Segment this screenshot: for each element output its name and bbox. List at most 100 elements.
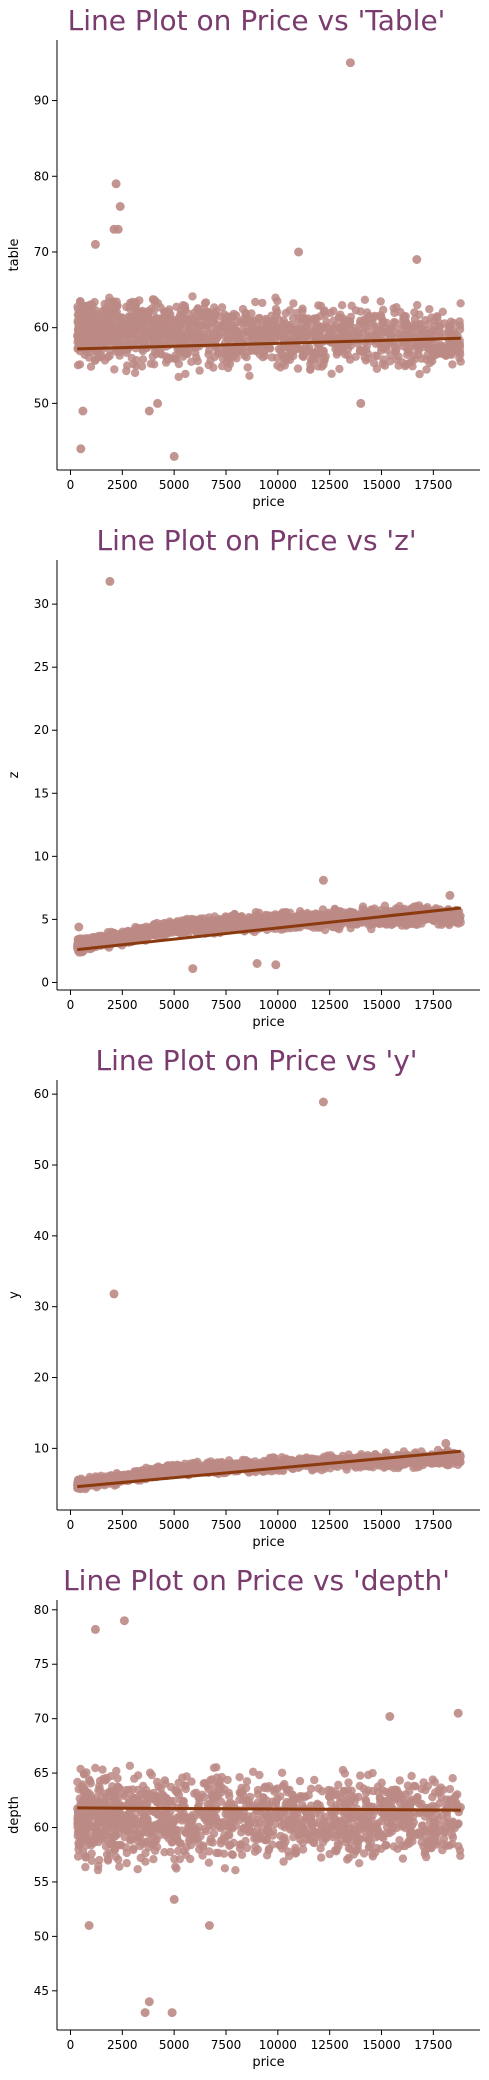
data-point (406, 324, 415, 334)
chart-panel-table: Line Plot on Price vs 'Table' 0 2500 5000 75… (0, 0, 489, 520)
data-point (243, 363, 252, 372)
x-tick-label: 7500 (211, 998, 242, 1012)
data-point (392, 355, 401, 364)
y-axis-label: z (7, 771, 22, 778)
data-point (193, 915, 203, 925)
data-point (342, 1465, 351, 1474)
data-point (371, 324, 380, 334)
x-tick-label: 0 (67, 998, 75, 1012)
data-point (113, 1774, 122, 1783)
data-point (281, 309, 290, 318)
data-point (279, 351, 288, 361)
data-point (130, 368, 140, 378)
data-point (148, 334, 157, 343)
data-point (351, 326, 361, 336)
data-point (187, 1777, 196, 1786)
data-point (223, 335, 232, 344)
x-tick-label: 17500 (414, 478, 452, 492)
data-point (306, 1784, 316, 1793)
data-point (232, 916, 241, 926)
chart-title: Line Plot on Price vs 'depth' (63, 1564, 450, 1597)
outlier-points (109, 1097, 451, 1448)
data-point (145, 1469, 155, 1479)
x-tick-label: 7500 (211, 1518, 242, 1532)
regression-line (77, 906, 461, 952)
data-point (298, 307, 307, 316)
data-point (396, 307, 405, 317)
data-point (182, 333, 191, 343)
data-point (279, 343, 289, 352)
outlier-point (356, 398, 366, 408)
data-point (191, 926, 200, 935)
outlier-point (188, 964, 198, 974)
data-point (216, 920, 225, 930)
data-point (450, 910, 459, 919)
data-point (448, 1833, 458, 1842)
outlier-point (111, 179, 121, 189)
data-point (270, 1460, 279, 1469)
data-point (340, 341, 350, 350)
data-point (405, 344, 414, 353)
data-point (415, 369, 424, 379)
data-point (105, 351, 114, 361)
data-point (103, 303, 112, 313)
x-tick-label: 10000 (259, 998, 297, 1012)
data-point (241, 309, 251, 319)
data-point (308, 1465, 317, 1474)
data-point (258, 298, 267, 308)
data-point (385, 330, 394, 339)
x-tick-label: 12500 (311, 998, 349, 1012)
data-point (207, 318, 217, 327)
data-point (430, 338, 439, 348)
data-point (150, 360, 159, 369)
data-point (115, 351, 124, 360)
data-point (301, 916, 310, 925)
data-point (204, 346, 214, 355)
data-point (435, 330, 445, 339)
data-point (232, 311, 241, 320)
data-point (217, 303, 227, 312)
y-tick-label: 50 (34, 396, 49, 410)
y-tick-label: 80 (34, 169, 49, 183)
x-tick-label: 17500 (414, 998, 452, 1012)
y-axis-label: table (7, 239, 22, 272)
chart-title: Line Plot on Price vs 'Table' (68, 4, 446, 37)
scatter-points (73, 1761, 465, 1875)
data-point (302, 324, 311, 333)
data-point (407, 1771, 416, 1781)
chart-y: Line Plot on Price vs 'y'0 2500 5000 7500 10… (7, 1044, 480, 1550)
data-point (376, 297, 385, 306)
data-point (141, 1463, 151, 1472)
data-point (314, 913, 323, 923)
chart-panel-y: Line Plot on Price vs 'y' 0 2500 5000 7500 10… (0, 1040, 489, 1560)
data-point (440, 319, 449, 328)
data-point (193, 357, 202, 366)
data-point (274, 912, 283, 921)
data-point (242, 1777, 252, 1786)
x-tick-label: 15000 (362, 478, 400, 492)
data-point (431, 913, 440, 922)
data-point (446, 340, 455, 350)
data-point (293, 364, 303, 373)
data-point (106, 1475, 116, 1484)
data-point (158, 1465, 167, 1474)
data-point (413, 300, 422, 310)
x-tick-label: 0 (67, 478, 75, 492)
x-tick-label: 2500 (107, 478, 138, 492)
data-point (259, 326, 269, 335)
data-point (201, 319, 210, 328)
data-point (295, 907, 305, 916)
x-tick-label: 12500 (311, 478, 349, 492)
data-point (106, 326, 115, 336)
data-point (91, 1763, 100, 1773)
data-point (402, 350, 412, 359)
outlier-point (412, 255, 422, 264)
data-point (110, 365, 119, 374)
data-point (276, 363, 285, 372)
data-point (128, 297, 137, 307)
data-point (320, 306, 329, 315)
data-point (271, 328, 280, 338)
data-point (210, 352, 220, 362)
data-point (117, 313, 127, 322)
data-point (268, 317, 277, 326)
